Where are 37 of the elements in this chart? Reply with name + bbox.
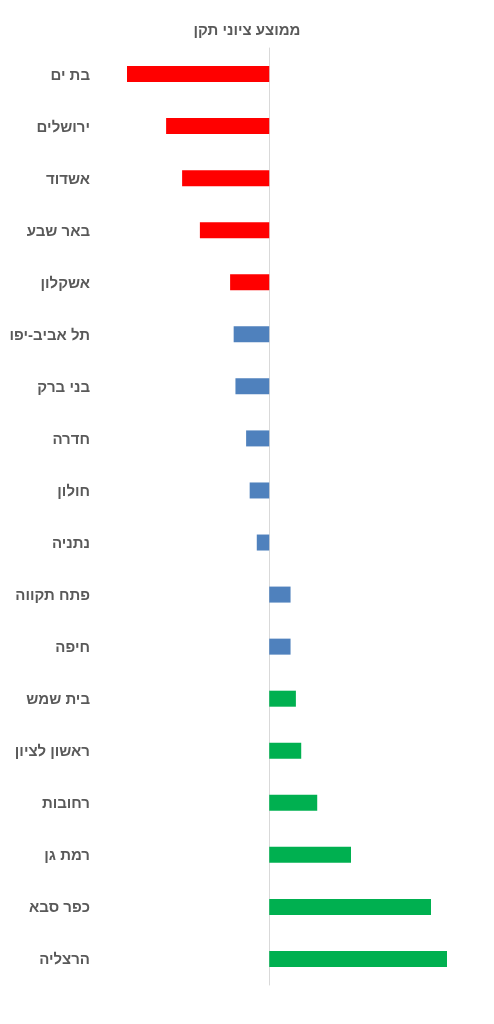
y-tick-label: חולון [57,481,90,499]
y-tick-label: הרצליה [39,950,90,968]
bar [235,378,270,395]
bar [256,534,270,551]
bar [230,274,270,291]
bar [269,690,296,707]
y-tick-label: רמת גן [44,846,90,864]
bar [269,846,351,863]
y-tick-label: רחובות [41,794,90,812]
bar [249,482,270,499]
y-tick-label: באר שבע [26,221,91,239]
bar [166,118,270,135]
bar [269,950,447,967]
y-tick-label: אשקלון [40,273,90,291]
chart-title: ממוצע ציוני תקן [193,21,301,38]
bar [269,742,302,759]
bar [246,430,270,447]
bar [182,170,270,187]
y-tick-label: בני ברק [37,377,91,395]
bar [233,326,270,343]
y-tick-label: ראשון לציון [14,742,90,760]
y-tick-label: אשדוד [46,169,90,187]
bar [269,898,431,915]
y-tick-label: כפר סבא [28,898,90,916]
y-tick-label: חדרה [52,429,90,447]
bar [269,794,318,811]
bar [269,638,291,655]
y-tick-label: פתח תקווה [15,586,90,604]
y-tick-label: תל אביב-יפו [9,325,90,343]
bar [269,586,291,603]
y-tick-label: חיפה [55,638,90,656]
bar [127,66,270,83]
y-tick-label: ירושלים [36,117,90,135]
bar [199,222,270,239]
y-tick-label: בית שמש [26,690,91,708]
y-tick-label: בת ים [50,65,91,83]
y-tick-label: נתניה [51,534,90,552]
